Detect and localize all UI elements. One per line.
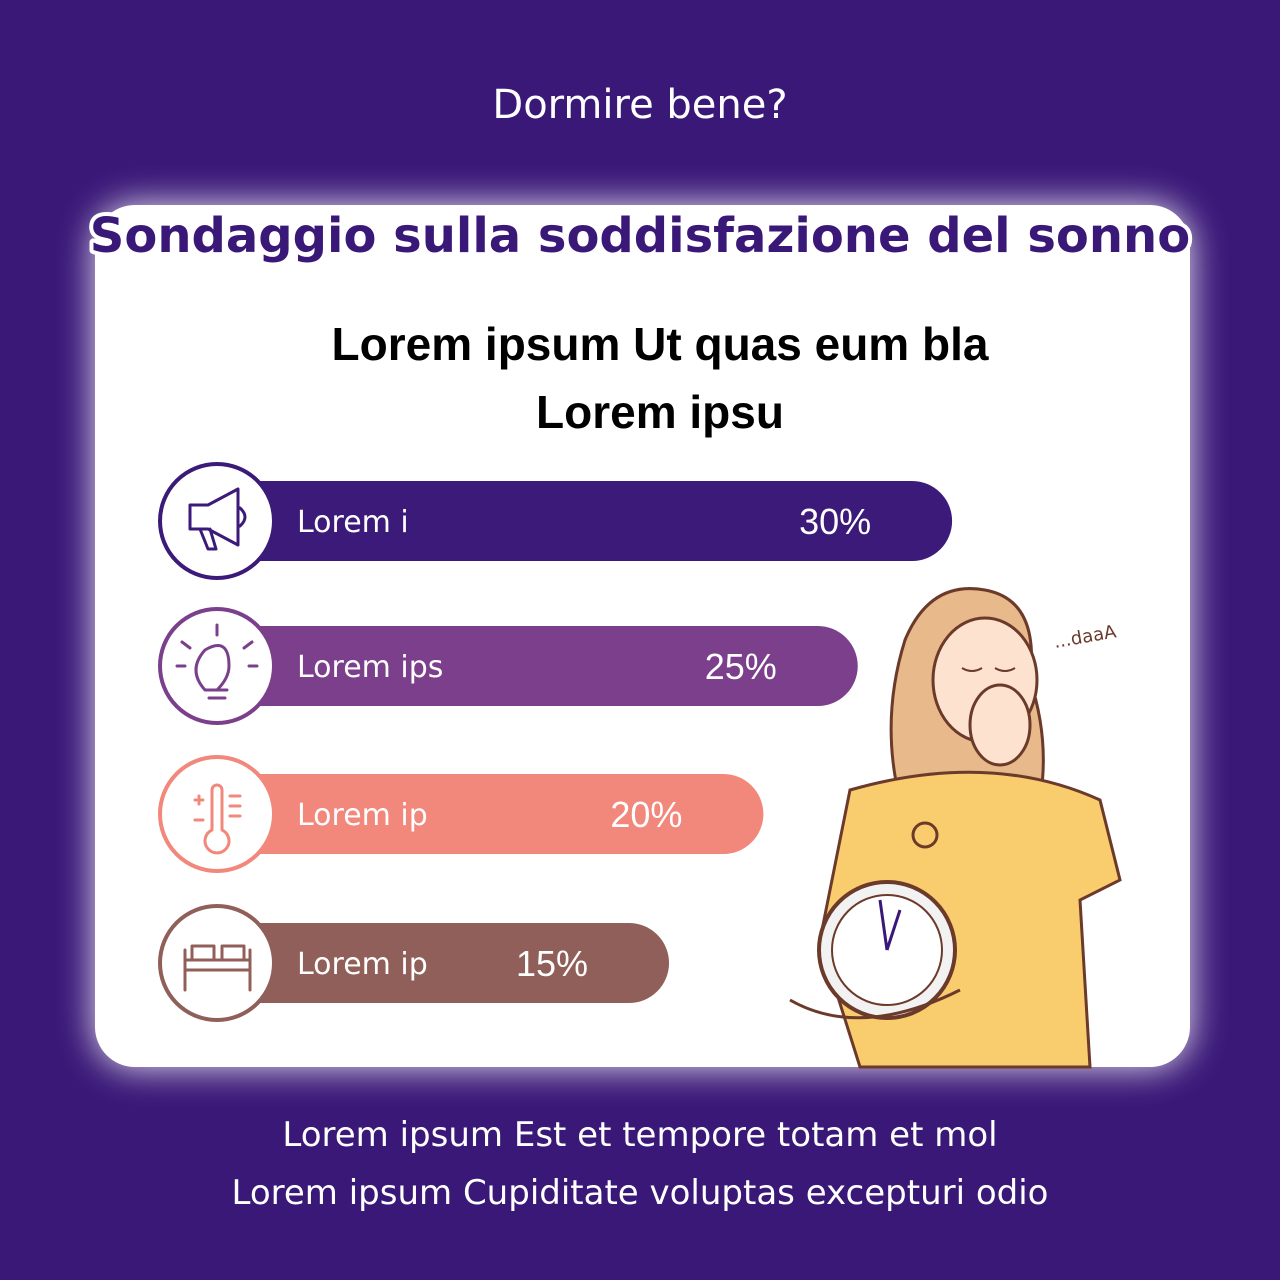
chart-title: Lorem ipsum Ut quas eum bla Lorem ipsu [331,318,989,438]
footer-line: Lorem ipsum Cupiditate voluptas exceptur… [231,1173,1049,1213]
icon [175,623,259,700]
value-label: 15% [516,943,588,984]
footer: Lorem ipsum Est et tempore totam et mol … [0,1106,1280,1222]
icon-circle [158,607,276,725]
value-label: 25% [705,646,777,687]
category-label: Lorem ip [297,947,428,982]
footer-line: Lorem ipsum Est et tempore totam et mol [282,1115,998,1155]
category-label: Lorem ips [297,650,443,685]
bar [215,481,953,561]
icon [183,944,252,992]
icon [193,783,242,855]
bar-chart: Lorem i 30% Lorem ips 25% Lorem ip 20% Lorem i… [158,462,953,1022]
icon [188,487,247,551]
icon-circle [158,904,276,1022]
value-label: 30% [799,501,871,542]
bar [215,774,764,854]
illustration: ...daaA [789,587,1122,1069]
title: Sondaggio sulla soddisfazione del sonno [90,208,1190,264]
icon-circle [158,462,276,580]
value-label: 20% [610,794,682,835]
bar [215,626,858,706]
subtitle: Dormire bene? [492,82,788,128]
category-label: Lorem ip [297,798,428,833]
category-label: Lorem i [297,505,409,540]
icon-circle [158,755,276,873]
bar [215,923,670,1003]
